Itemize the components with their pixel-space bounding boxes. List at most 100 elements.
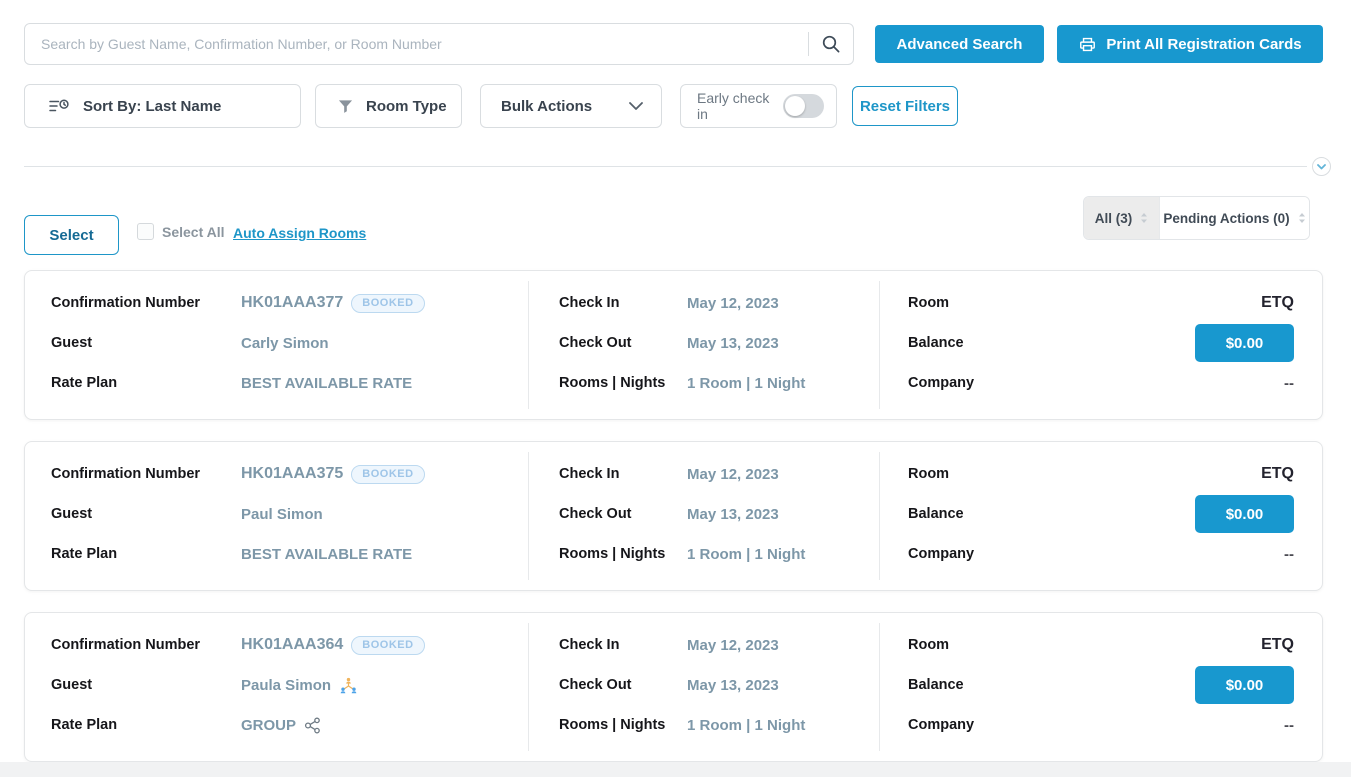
- reservation-list: Confirmation Number HK01AAA377 BOOKED Gu…: [24, 270, 1323, 777]
- company-value: --: [1284, 545, 1294, 563]
- room-type-label: Room Type: [366, 97, 447, 115]
- check-out-value: May 13, 2023: [687, 505, 779, 523]
- print-all-label: Print All Registration Cards: [1106, 35, 1302, 53]
- status-badge: BOOKED: [351, 635, 425, 655]
- tab-pending-label: Pending Actions (0): [1163, 210, 1290, 226]
- select-all-label: Select All: [162, 223, 225, 240]
- company-value: --: [1284, 716, 1294, 734]
- collapse-divider: [24, 157, 1331, 176]
- rooms-nights-value: 1 Room | 1 Night: [687, 716, 806, 734]
- balance-button[interactable]: $0.00: [1195, 324, 1294, 362]
- chevron-down-icon: [629, 101, 643, 111]
- check-in-label: Check In: [559, 295, 620, 311]
- list-tabs: All (3) Pending Actions (0): [1083, 196, 1310, 240]
- company-label: Company: [908, 375, 975, 391]
- confirmation-label: Confirmation Number: [51, 637, 201, 653]
- status-badge: BOOKED: [351, 464, 425, 484]
- company-label: Company: [908, 717, 975, 733]
- confirmation-number: HK01AAA375: [241, 465, 344, 482]
- balance-label: Balance: [908, 335, 964, 351]
- room-label: Room: [908, 637, 950, 653]
- rate-plan-value: BEST AVAILABLE RATE: [241, 545, 413, 563]
- check-out-value: May 13, 2023: [687, 334, 779, 352]
- sort-by-icon: [49, 99, 69, 114]
- tab-all-label: All (3): [1094, 210, 1133, 226]
- select-all-control: Select All: [137, 223, 225, 240]
- advanced-search-button[interactable]: Advanced Search: [875, 25, 1044, 63]
- sort-by-dropdown[interactable]: Sort By: Last Name: [24, 84, 301, 128]
- guest-label: Guest: [51, 677, 93, 693]
- search-divider: [808, 32, 809, 56]
- share-group-icon[interactable]: [304, 717, 321, 734]
- check-in-value: May 12, 2023: [687, 465, 779, 483]
- room-label: Room: [908, 295, 950, 311]
- card-divider: [879, 623, 880, 751]
- reservation-card[interactable]: Confirmation Number HK01AAA375 BOOKED Gu…: [24, 441, 1323, 591]
- sorter-icon: [1140, 212, 1148, 224]
- room-value: ETQ: [1261, 636, 1294, 653]
- check-in-value: May 12, 2023: [687, 294, 779, 312]
- reservation-card[interactable]: Confirmation Number HK01AAA364 BOOKED Gu…: [24, 612, 1323, 762]
- group-hierarchy-icon: [339, 677, 358, 694]
- sorter-icon: [1298, 212, 1306, 224]
- bulk-actions-label: Bulk Actions: [501, 97, 593, 115]
- select-all-checkbox[interactable]: [137, 223, 154, 240]
- printer-icon: [1078, 35, 1097, 54]
- reset-filters-button[interactable]: Reset Filters: [852, 86, 958, 126]
- tab-all[interactable]: All (3): [1084, 197, 1159, 239]
- rate-plan-value: GROUP: [241, 716, 297, 734]
- room-value: ETQ: [1261, 294, 1294, 311]
- rooms-nights-value: 1 Room | 1 Night: [687, 545, 806, 563]
- rate-plan-label: Rate Plan: [51, 546, 118, 562]
- rate-plan-label: Rate Plan: [51, 717, 118, 733]
- company-value: --: [1284, 374, 1294, 392]
- confirmation-number: HK01AAA377: [241, 294, 344, 311]
- filter-funnel-icon: [338, 99, 353, 114]
- auto-assign-rooms-link[interactable]: Auto Assign Rooms: [233, 225, 367, 241]
- rooms-nights-label: Rooms | Nights: [559, 546, 666, 562]
- room-type-filter[interactable]: Room Type: [315, 84, 462, 128]
- bulk-actions-dropdown[interactable]: Bulk Actions: [480, 84, 662, 128]
- print-all-registration-cards-button[interactable]: Print All Registration Cards: [1057, 25, 1323, 63]
- card-divider: [528, 623, 529, 751]
- collapse-chevron-button[interactable]: [1312, 157, 1331, 176]
- check-out-label: Check Out: [559, 506, 632, 522]
- rate-plan-value: BEST AVAILABLE RATE: [241, 374, 413, 392]
- check-in-label: Check In: [559, 637, 620, 653]
- check-out-label: Check Out: [559, 335, 632, 351]
- search-input[interactable]: [41, 36, 796, 52]
- reservation-card[interactable]: Confirmation Number HK01AAA377 BOOKED Gu…: [24, 270, 1323, 420]
- rooms-nights-label: Rooms | Nights: [559, 375, 666, 391]
- select-button[interactable]: Select: [24, 215, 119, 255]
- early-check-in-toggle[interactable]: [782, 94, 824, 118]
- page-bottom-strip: [0, 762, 1351, 777]
- list-toolbar: Select Select All Auto Assign Rooms All …: [24, 196, 1310, 256]
- search-icon[interactable]: [821, 34, 841, 54]
- balance-button[interactable]: $0.00: [1195, 495, 1294, 533]
- company-label: Company: [908, 546, 975, 562]
- card-divider: [879, 281, 880, 409]
- guest-name: Paul Simon: [241, 505, 323, 523]
- confirmation-number: HK01AAA364: [241, 636, 344, 653]
- status-badge: BOOKED: [351, 293, 425, 313]
- tab-pending-actions[interactable]: Pending Actions (0): [1159, 197, 1309, 239]
- room-label: Room: [908, 466, 950, 482]
- check-out-value: May 13, 2023: [687, 676, 779, 694]
- card-divider: [879, 452, 880, 580]
- confirmation-label: Confirmation Number: [51, 295, 201, 311]
- guest-label: Guest: [51, 335, 93, 351]
- early-check-in-label: Early check in: [697, 90, 770, 122]
- check-in-value: May 12, 2023: [687, 636, 779, 654]
- guest-name: Paula Simon: [241, 676, 332, 694]
- rooms-nights-value: 1 Room | 1 Night: [687, 374, 806, 392]
- filter-row: Sort By: Last Name Room Type Bulk Action…: [24, 84, 958, 128]
- card-divider: [528, 281, 529, 409]
- search-row: Advanced Search Print All Registration C…: [24, 23, 1323, 65]
- room-value: ETQ: [1261, 465, 1294, 482]
- toggle-knob: [784, 96, 805, 116]
- rooms-nights-label: Rooms | Nights: [559, 717, 666, 733]
- balance-button[interactable]: $0.00: [1195, 666, 1294, 704]
- search-box: [24, 23, 854, 65]
- balance-label: Balance: [908, 677, 964, 693]
